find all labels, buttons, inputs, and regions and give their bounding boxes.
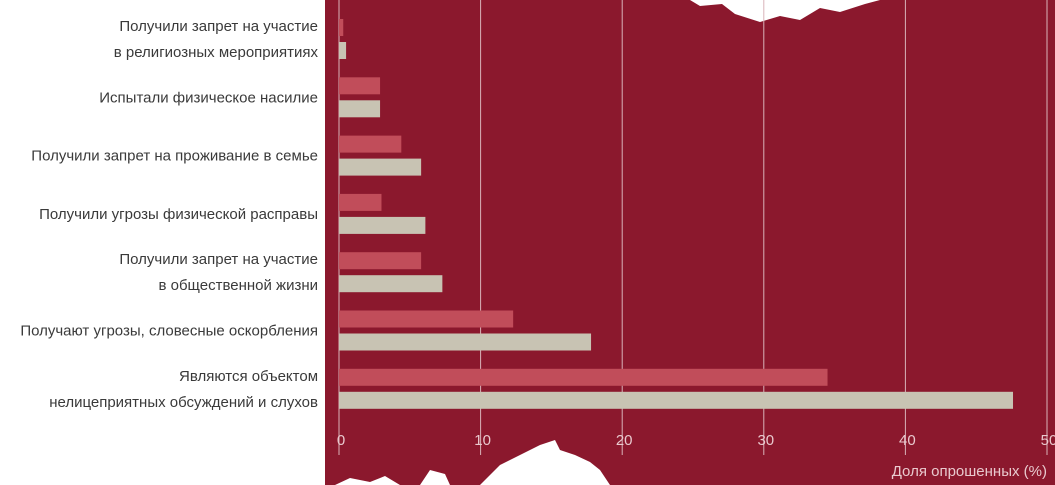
category-label: Являются объектом нелицеприятных обсужден… <box>49 368 318 411</box>
map-decoration <box>690 0 880 22</box>
category-label: Получают угрозы, словесные оскорбления <box>20 322 318 339</box>
bar <box>339 216 426 234</box>
bar <box>339 100 381 118</box>
x-axis-label: Доля опрошенных (%) <box>892 463 1047 480</box>
x-tick-label: 20 <box>616 432 633 449</box>
bar <box>339 310 514 328</box>
bar <box>339 42 347 59</box>
map-decoration <box>335 440 610 485</box>
bar <box>339 158 422 176</box>
bar <box>339 391 1014 409</box>
category-label: Получили запрет на проживание в семье <box>31 148 318 165</box>
category-label: Испытали физическое насилие <box>99 89 318 106</box>
bar <box>339 135 402 153</box>
x-tick-label: 30 <box>757 432 774 449</box>
bar <box>339 333 592 351</box>
category-label: Получили запрет на участие в религиозных … <box>114 18 319 61</box>
bar <box>339 193 382 211</box>
bar <box>339 19 344 36</box>
bar <box>339 368 828 386</box>
bars <box>339 19 1014 409</box>
bar <box>339 275 443 293</box>
x-tick-label: 0 <box>337 432 345 449</box>
x-tick-label: 50 <box>1041 432 1055 449</box>
bar <box>339 77 381 95</box>
category-label: Получили запрет на участие в общественной… <box>119 251 318 294</box>
plot-background <box>325 0 1055 485</box>
category-label: Получили угрозы физической расправы <box>39 206 318 223</box>
x-tick-label: 40 <box>899 432 916 449</box>
bar <box>339 252 422 270</box>
x-tick-label: 10 <box>474 432 491 449</box>
